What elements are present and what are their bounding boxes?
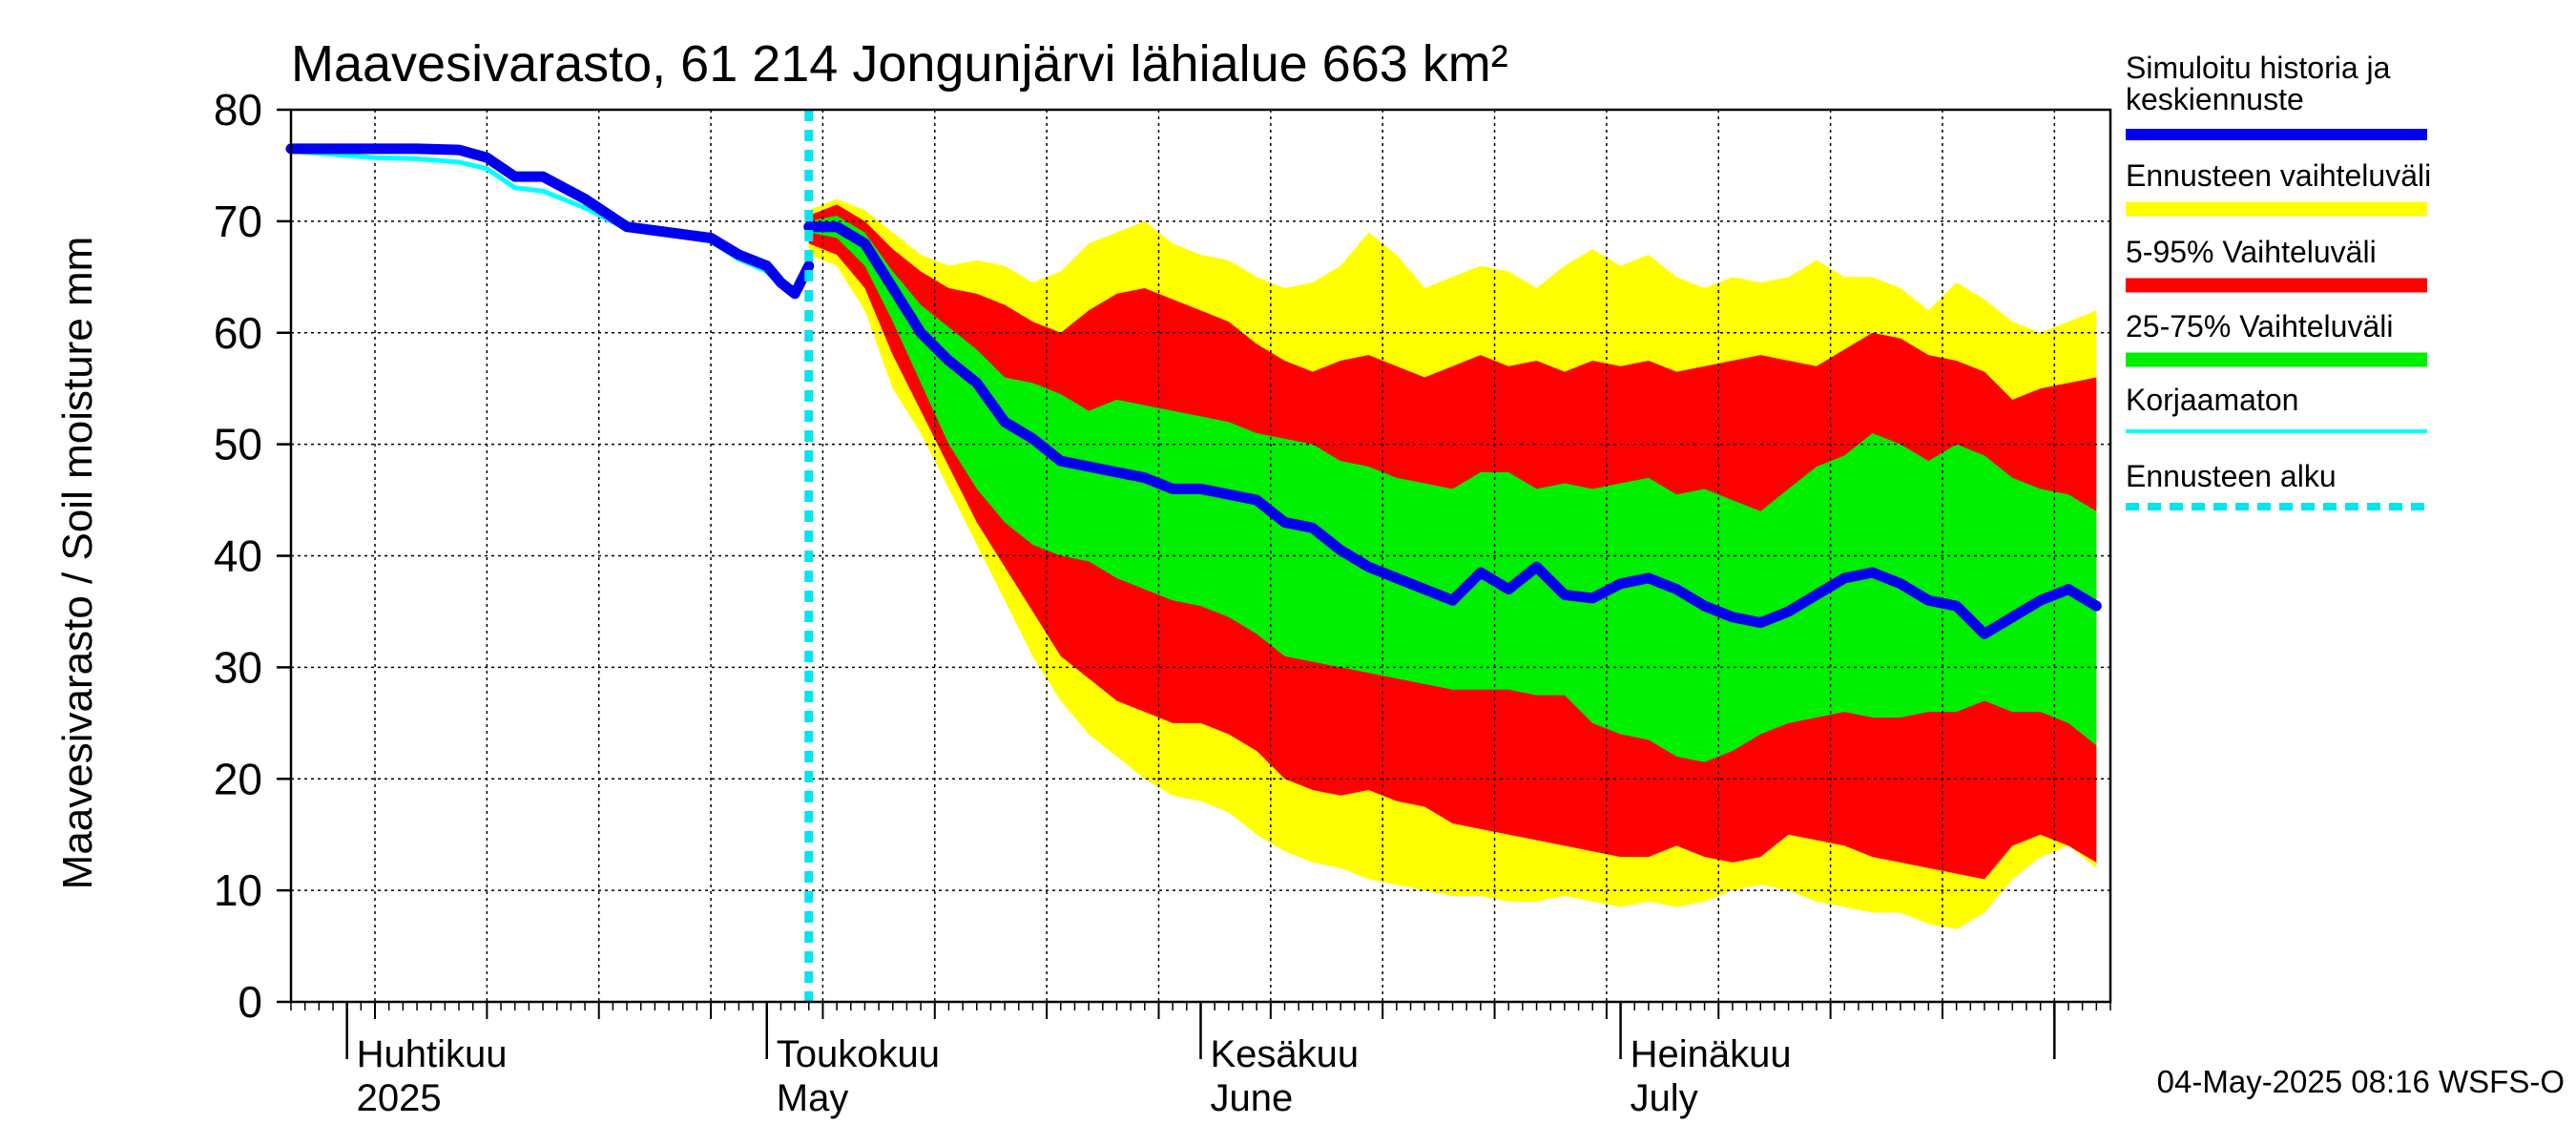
legend-label: 5-95% Vaihteluväli [2126, 235, 2377, 269]
y-tick-label: 80 [214, 85, 262, 135]
legend-label: Ennusteen vaihteluväli [2126, 158, 2431, 193]
x-month-sublabel: May [777, 1077, 849, 1119]
y-tick-label: 10 [214, 865, 262, 915]
x-month-sublabel: June [1211, 1077, 1294, 1119]
legend-label: Ennusteen alku [2126, 459, 2337, 493]
x-month-label: Huhtikuu [357, 1033, 508, 1075]
legend-label: 25-75% Vaihteluväli [2126, 309, 2393, 344]
y-tick-label: 70 [214, 197, 262, 246]
legend-label: Korjaamaton [2126, 383, 2298, 417]
x-month-label: Heinäkuu [1631, 1033, 1792, 1075]
timestamp-footer: 04-May-2025 08:16 WSFS-O [2157, 1064, 2565, 1099]
history-line [285, 143, 815, 300]
y-axis-label: Maavesivarasto / Soil moisture mm [54, 237, 101, 890]
forecast-median-line [803, 221, 2102, 639]
y-tick-label: 40 [214, 531, 262, 581]
y-tick-label: 20 [214, 754, 262, 803]
y-tick-label: 50 [214, 420, 262, 469]
y-tick-label: 60 [214, 308, 262, 358]
band-25-75 [808, 216, 2097, 762]
x-month-sublabel: July [1631, 1077, 1698, 1119]
x-month-label: Toukokuu [777, 1033, 940, 1075]
chart-title: Maavesivarasto, 61 214 Jongunjärvi lähia… [291, 35, 1508, 93]
legend-label: keskiennuste [2126, 82, 2304, 116]
plot-area [285, 108, 2112, 1004]
y-axis: 0 10 20 30 40 50 60 70 80 [214, 85, 291, 1027]
y-tick-label: 30 [214, 642, 262, 692]
y-tick-label: 0 [238, 977, 262, 1027]
legend-label: Simuloitu historia ja [2126, 51, 2391, 85]
x-month-label: Kesäkuu [1211, 1033, 1360, 1075]
x-month-sublabel: 2025 [357, 1077, 442, 1119]
